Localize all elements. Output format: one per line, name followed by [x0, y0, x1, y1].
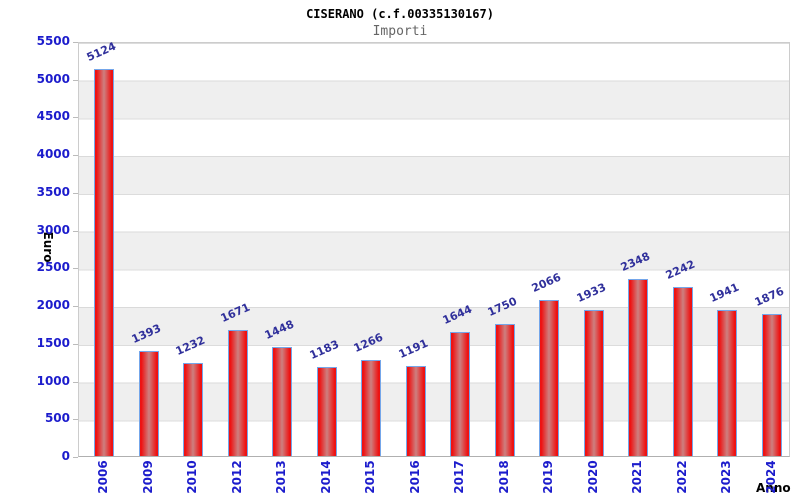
y-tick-label: 4500 — [36, 109, 70, 124]
x-tick-label: 2009 — [140, 460, 155, 494]
plot-area: 5124 1393 1232 1671 1448 1183 1266 1191 1644 1750… — [78, 40, 790, 457]
bar-value-label: 2348 — [618, 249, 653, 274]
y-tick-label: 2000 — [36, 298, 70, 313]
y-tick-mark — [73, 79, 78, 81]
x-tick-label: 2022 — [674, 460, 689, 494]
y-tick-mark — [73, 268, 78, 270]
y-tick-label: 5500 — [36, 34, 70, 48]
bar-2010 — [183, 363, 204, 456]
bar-2015 — [361, 360, 382, 456]
y-tick-mark — [73, 117, 78, 119]
bar-2013 — [272, 346, 293, 456]
bar-value-label: 1448 — [262, 317, 297, 342]
x-tick-label: 2016 — [407, 460, 422, 494]
bar-value-label: 1876 — [752, 285, 786, 310]
bar-value-label: 1941 — [707, 280, 742, 305]
x-tick-label: 2015 — [363, 460, 378, 494]
x-tick-label: 2010 — [185, 460, 200, 494]
x-tick-label: 2014 — [318, 460, 333, 494]
x-tick-label: 2019 — [541, 460, 556, 494]
y-tick-label: 500 — [44, 411, 70, 426]
bar-value-label: 1750 — [485, 294, 519, 319]
bar-value-label: 1232 — [173, 333, 208, 359]
bar-value-label: 1644 — [440, 302, 475, 327]
bar-2019 — [539, 300, 560, 456]
bar-value-label: 5124 — [84, 40, 119, 65]
bar-2017 — [450, 331, 471, 456]
bar-2016 — [405, 366, 426, 456]
bar-2022 — [672, 286, 693, 456]
x-tick-label: 2006 — [96, 460, 111, 494]
y-tick-label: 0 — [61, 449, 70, 463]
y-tick-label: 3500 — [36, 184, 70, 199]
bar-2006 — [94, 69, 115, 456]
y-tick-label: 1000 — [36, 373, 70, 388]
y-tick-mark — [73, 306, 78, 308]
y-tick-label: 5000 — [36, 71, 70, 86]
bar-2023 — [717, 309, 738, 456]
bar-value-label: 1191 — [396, 336, 430, 362]
y-tick-label: 3000 — [36, 222, 70, 237]
bar-2020 — [583, 310, 604, 456]
bar-value-label: 1266 — [351, 331, 386, 356]
y-tick-mark — [73, 230, 78, 232]
x-tick-label: 2021 — [630, 460, 645, 494]
bar-value-label: 1671 — [218, 300, 252, 325]
bar-value-label: 1183 — [307, 337, 341, 362]
x-tick-label: 2013 — [274, 460, 289, 494]
y-tick-label: 4000 — [36, 147, 70, 162]
bar-value-label: 2066 — [529, 270, 564, 296]
x-axis-title: Anno — [756, 481, 791, 495]
x-tick-label: 2012 — [229, 460, 244, 494]
bar-2021 — [628, 278, 649, 456]
y-tick-mark — [73, 343, 78, 345]
bar-2024 — [761, 314, 782, 456]
y-tick-label: 2500 — [36, 260, 70, 275]
y-tick-mark — [73, 381, 78, 383]
chart-title: CISERANO (c.f.00335130167) — [306, 7, 494, 21]
x-tick-label: 2023 — [719, 460, 734, 494]
bar-value-label: 1393 — [129, 321, 163, 346]
x-tick-label: 2020 — [585, 460, 600, 494]
bar-2012 — [227, 329, 248, 456]
x-tick-label: 2018 — [496, 460, 511, 494]
y-tick-mark — [73, 42, 78, 43]
bar-value-label: 1933 — [574, 280, 608, 306]
bar-2014 — [316, 366, 337, 456]
bar-value-label: 2242 — [663, 257, 697, 282]
bar-2009 — [138, 350, 159, 456]
y-tick-mark — [73, 192, 78, 194]
y-tick-mark — [73, 457, 78, 458]
y-tick-mark — [73, 155, 78, 157]
bar-2018 — [494, 323, 515, 456]
x-tick-label: 2024 — [763, 460, 778, 494]
y-tick-label: 1500 — [36, 335, 70, 350]
y-tick-mark — [73, 419, 78, 421]
x-tick-label: 2017 — [452, 460, 467, 494]
chart-subtitle: Importi — [372, 24, 428, 39]
